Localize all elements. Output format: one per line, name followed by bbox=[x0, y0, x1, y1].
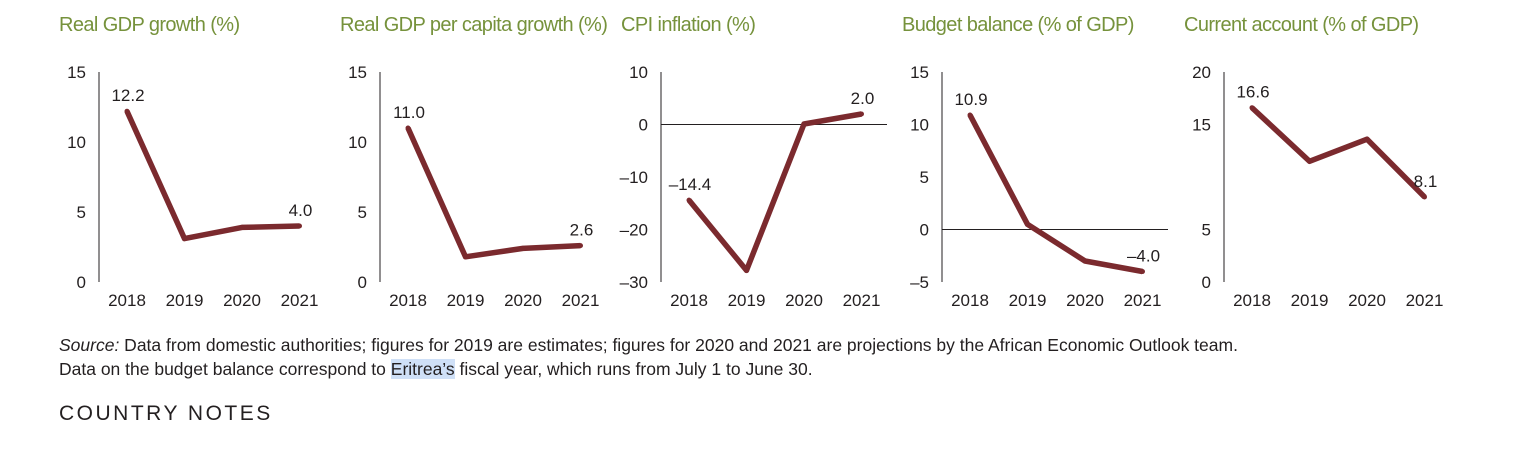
series-line bbox=[686, 111, 862, 274]
x-tick-label: 2020 bbox=[223, 291, 261, 310]
data-label: 8.1 bbox=[1414, 172, 1438, 191]
x-tick-label: 2021 bbox=[1406, 291, 1444, 310]
source-lead: Source: bbox=[59, 335, 120, 355]
source-line-2-start: Data on the budget balance correspond to bbox=[59, 359, 391, 379]
x-tick-label: 2018 bbox=[108, 291, 146, 310]
data-point bbox=[124, 108, 130, 114]
x-tick-label: 2021 bbox=[843, 291, 881, 310]
y-tick-label: 0 bbox=[920, 221, 929, 240]
data-point bbox=[239, 224, 245, 230]
data-point bbox=[801, 121, 807, 127]
x-tick-label: 2019 bbox=[1291, 291, 1329, 310]
chart-panel-real-gdp-growth: Real GDP growth (%) 0 5 10 15 2018 2019 2020 20… bbox=[59, 14, 329, 314]
data-point bbox=[520, 245, 526, 251]
highlighted-text[interactable]: Eritrea’s bbox=[390, 359, 455, 379]
chart-panel-real-gdp-per-capita-growth: Real GDP per capita growth (%) 0 5 10 15 201… bbox=[340, 14, 610, 314]
data-label: 12.2 bbox=[111, 86, 144, 105]
data-label: 16.6 bbox=[1236, 83, 1269, 102]
y-tick-label: 15 bbox=[348, 63, 367, 82]
data-point bbox=[1422, 194, 1427, 200]
y-tick-label: 5 bbox=[77, 203, 86, 222]
data-label: 11.0 bbox=[393, 103, 425, 122]
data-label: –4.0 bbox=[1127, 247, 1160, 266]
data-point bbox=[1249, 105, 1255, 111]
y-tick-label: –10 bbox=[620, 168, 648, 187]
y-tick-label: 0 bbox=[1202, 273, 1211, 292]
data-point bbox=[1025, 221, 1030, 227]
series-line bbox=[1250, 105, 1427, 199]
data-label: 2.6 bbox=[570, 221, 594, 240]
data-point bbox=[578, 243, 583, 249]
data-point bbox=[463, 254, 468, 260]
y-tick-label: –20 bbox=[620, 221, 648, 240]
chart-title: Current account (% of GDP) bbox=[1184, 14, 1419, 36]
x-tick-label: 2021 bbox=[281, 291, 319, 310]
chart-title: CPI inflation (%) bbox=[621, 14, 756, 36]
y-tick-label: –30 bbox=[620, 273, 648, 292]
data-point bbox=[182, 236, 187, 242]
x-tick-label: 2018 bbox=[670, 291, 708, 310]
y-tick-label: 0 bbox=[358, 273, 367, 292]
y-tick-label: –5 bbox=[910, 273, 929, 292]
y-tick-label: 5 bbox=[920, 168, 929, 187]
y-tick-label: 10 bbox=[629, 63, 648, 82]
chart-title: Real GDP per capita growth (%) bbox=[340, 14, 608, 36]
series-line bbox=[124, 110, 300, 242]
y-tick-label: 10 bbox=[910, 116, 929, 135]
y-tick-label: 20 bbox=[1192, 63, 1211, 82]
data-point bbox=[1140, 269, 1145, 274]
x-tick-label: 2019 bbox=[1009, 291, 1047, 310]
line-chart: –5 0 5 10 15 2018 2019 2020 2021 10.9 –4.0 bbox=[910, 63, 1168, 310]
x-tick-label: 2018 bbox=[1233, 291, 1271, 310]
data-point bbox=[405, 125, 411, 131]
data-label: –14.4 bbox=[669, 175, 712, 194]
source-line-2-end: fiscal year, which runs from July 1 to J… bbox=[454, 359, 813, 379]
x-tick-label: 2021 bbox=[562, 291, 600, 310]
data-point bbox=[967, 112, 973, 118]
data-label: 4.0 bbox=[289, 201, 313, 220]
source-note: Source: Data from domestic authorities; … bbox=[59, 333, 1499, 381]
x-tick-label: 2020 bbox=[1348, 291, 1386, 310]
y-tick-label: 15 bbox=[67, 63, 86, 82]
x-tick-label: 2021 bbox=[1124, 291, 1162, 310]
y-tick-label: 0 bbox=[77, 273, 86, 292]
line-chart: 0 5 10 15 2018 2019 2020 2021 11.0 2.6 bbox=[348, 63, 600, 310]
data-point bbox=[1082, 258, 1088, 264]
x-tick-label: 2018 bbox=[951, 291, 989, 310]
line-chart: 0 5 10 15 2018 2019 2020 2021 12.2 4.0 bbox=[67, 63, 319, 310]
data-point bbox=[1307, 158, 1312, 164]
x-tick-label: 2019 bbox=[166, 291, 204, 310]
chart-panel-budget-balance: Budget balance (% of GDP) –5 0 5 10 15 2018 20… bbox=[902, 14, 1172, 314]
data-label: 2.0 bbox=[851, 89, 875, 108]
x-tick-label: 2019 bbox=[447, 291, 485, 310]
y-tick-label: 10 bbox=[67, 133, 86, 152]
data-point bbox=[859, 111, 864, 117]
series-line bbox=[967, 113, 1143, 275]
line-chart: 0 5 15 20 2018 2019 2020 2021 16.6 8.1 bbox=[1192, 63, 1444, 310]
x-tick-label: 2020 bbox=[504, 291, 542, 310]
y-tick-label: 15 bbox=[910, 63, 929, 82]
chart-title: Real GDP growth (%) bbox=[59, 14, 240, 36]
y-tick-label: 5 bbox=[1202, 221, 1211, 240]
data-point bbox=[1364, 136, 1370, 142]
x-tick-label: 2019 bbox=[728, 291, 766, 310]
source-line-1: Data from domestic authorities; figures … bbox=[119, 335, 1238, 355]
y-tick-label: 0 bbox=[639, 116, 648, 135]
y-tick-label: 15 bbox=[1192, 116, 1211, 135]
y-tick-label: 5 bbox=[358, 203, 367, 222]
section-heading: COUNTRY NOTES bbox=[59, 402, 273, 425]
chart-title: Budget balance (% of GDP) bbox=[902, 14, 1134, 36]
x-tick-label: 2020 bbox=[785, 291, 823, 310]
data-point bbox=[686, 197, 692, 203]
chart-panel-current-account: Current account (% of GDP) 0 5 15 20 2018 201… bbox=[1184, 14, 1454, 314]
x-tick-label: 2020 bbox=[1066, 291, 1104, 310]
data-point bbox=[744, 267, 749, 273]
y-tick-label: 10 bbox=[348, 133, 367, 152]
series-line bbox=[405, 126, 581, 260]
line-chart: –30 –20 –10 0 10 2018 2019 2020 2021 –14.4 2.0 bbox=[620, 63, 887, 310]
data-point bbox=[297, 223, 302, 229]
chart-panel-cpi-inflation: CPI inflation (%) –30 –20 –10 0 10 2018 2019 20… bbox=[620, 14, 891, 314]
data-label: 10.9 bbox=[954, 90, 987, 109]
x-tick-label: 2018 bbox=[389, 291, 427, 310]
